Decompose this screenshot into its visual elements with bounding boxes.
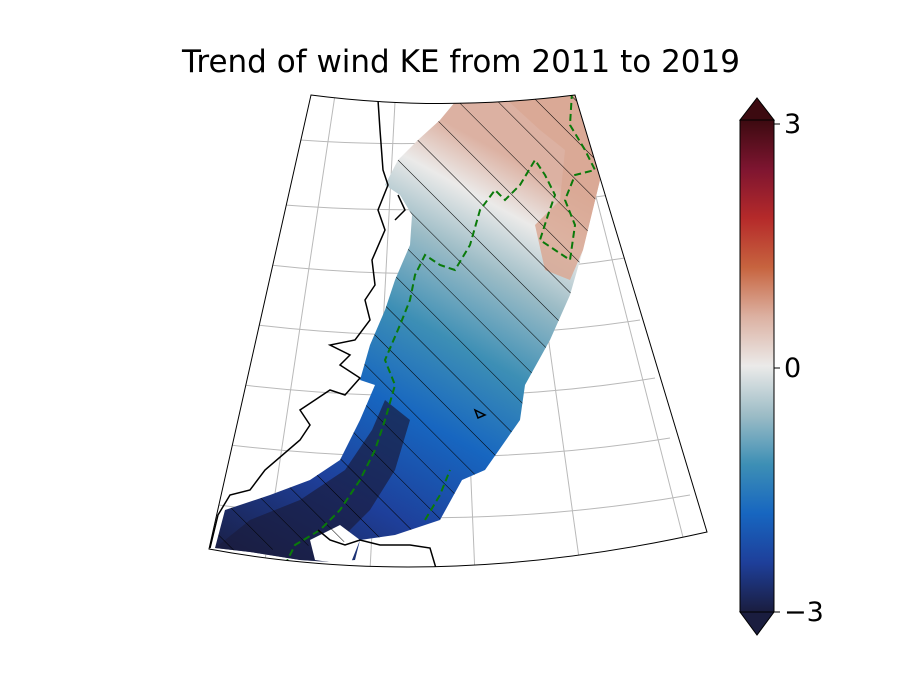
colorbar-tick-label-zero: 0 bbox=[784, 353, 802, 384]
colorbar-tick-label-min: −3 bbox=[784, 597, 824, 628]
colorbar-tick-label-max: 3 bbox=[784, 109, 802, 140]
figure-title: Trend of wind KE from 2011 to 2019 bbox=[182, 44, 740, 80]
zero-contour bbox=[284, 95, 597, 566]
map-content bbox=[209, 95, 691, 567]
colorbar-extend-bottom bbox=[739, 611, 775, 636]
colorbar-extend-top bbox=[738, 97, 776, 121]
map-frame bbox=[208, 94, 708, 568]
significance-hatch bbox=[215, 95, 600, 552]
colorbar-body bbox=[739, 119, 775, 613]
coastline bbox=[209, 99, 487, 567]
